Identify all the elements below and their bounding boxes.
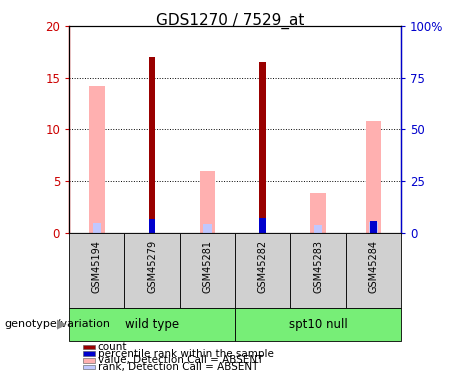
Bar [200,171,215,232]
Bar [369,222,378,232]
Bar [346,232,401,308]
Text: count: count [98,342,127,352]
Text: spt10 null: spt10 null [289,318,348,331]
Text: GSM45283: GSM45283 [313,240,323,293]
Bar [69,232,124,308]
Text: GSM45194: GSM45194 [92,240,102,292]
Bar [260,218,266,232]
Bar [370,221,377,232]
Bar [149,219,155,232]
Text: wild type: wild type [125,318,179,331]
Text: GSM45282: GSM45282 [258,240,268,293]
Text: GSM45281: GSM45281 [202,240,213,293]
Bar [69,308,235,341]
Bar [366,121,381,232]
Text: GSM45284: GSM45284 [368,240,378,293]
Text: genotype/variation: genotype/variation [5,320,111,329]
Bar [235,308,401,341]
Text: percentile rank within the sample: percentile rank within the sample [98,349,274,358]
Bar [203,224,212,232]
Bar [180,232,235,308]
Bar [235,232,290,308]
Bar [149,57,155,232]
Bar [124,232,180,308]
Text: rank, Detection Call = ABSENT: rank, Detection Call = ABSENT [98,362,258,372]
Bar [93,223,101,232]
Text: value, Detection Call = ABSENT: value, Detection Call = ABSENT [98,356,263,365]
Bar [314,225,322,232]
Bar [310,194,326,232]
Bar [260,62,266,232]
Bar [290,232,346,308]
Text: ▶: ▶ [57,318,67,331]
Text: GDS1270 / 7529_at: GDS1270 / 7529_at [156,13,305,29]
Bar [89,86,105,232]
Text: GSM45279: GSM45279 [147,240,157,293]
